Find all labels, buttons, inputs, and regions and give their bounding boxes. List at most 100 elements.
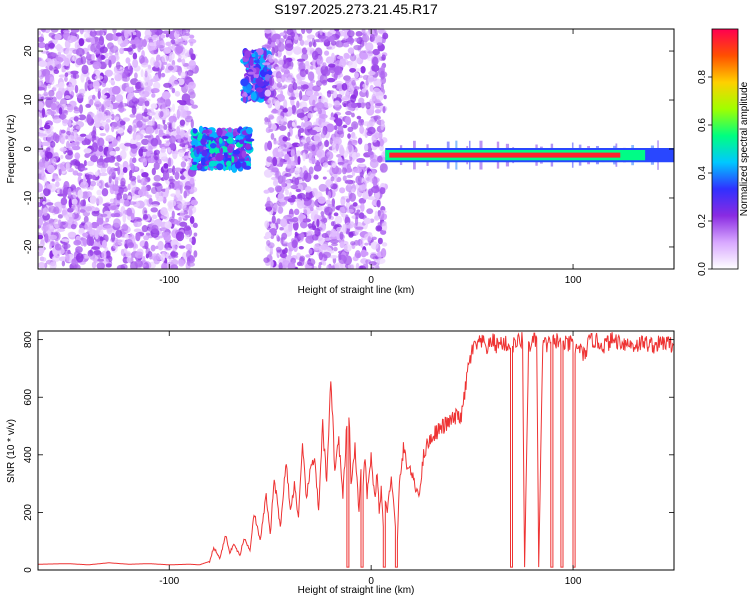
heatmap-cell [356,209,361,213]
heatmap-cell [331,162,337,169]
heatmap-cell [239,139,245,145]
heatmap-cell [302,152,306,162]
heatmap-cell [182,252,187,261]
heatmap-cell [150,88,160,94]
heatmap-cell [179,119,186,126]
heatmap-cell [38,30,42,36]
heatmap-cell [76,92,85,99]
heatmap-cell [381,242,388,247]
heatmap-cell [274,100,281,111]
heatmap-cell [83,148,92,154]
heatmap-cell [100,95,108,99]
heatmap-cell [105,156,113,163]
heatmap-cell [268,88,277,98]
heatmap-cell [170,264,179,269]
heatmap-cell [227,145,234,153]
heatmap-cell [65,253,70,263]
heatmap-cell [94,99,100,105]
heatmap-cell [100,167,107,174]
heatmap-cell [50,29,59,33]
heatmap-cell [332,84,338,89]
heatmap-cell [89,250,94,256]
heatmap-cell [275,52,279,57]
heatmap-cell [125,82,129,88]
heatmap-cell [90,43,97,53]
heatmap-cell [342,159,349,164]
heatmap-cell [124,142,132,147]
heatmap-cell [56,189,61,194]
heatmap-cell [381,222,388,231]
heatmap-cell [296,176,302,180]
heatmap-cell [91,246,100,250]
heatmap-cell [327,190,332,200]
heatmap-cell [298,246,304,250]
heatmap-cell [310,65,314,70]
heatmap-cell [324,206,333,216]
heatmap-cell [174,150,179,155]
heatmap-cell [153,150,157,156]
heatmap-cell [347,47,355,54]
heatmap-cell [299,255,306,262]
heatmap-cell [60,155,64,160]
heatmap-cell [133,124,137,134]
colorbar: 0.0 0.2 0.4 0.6 0.8 Normalized spectral ampl… [697,28,750,276]
heatmap-cell [360,65,366,74]
heatmap-cell [82,237,87,246]
heatmap-cell [370,186,380,194]
heatmap-cell [191,104,198,109]
heatmap-cell [163,247,173,251]
heatmap-cell [316,218,320,228]
spectrogram-y-tick-label: 10 [23,94,34,106]
heatmap-cell [105,135,115,142]
heatmap-cell [61,238,70,242]
heatmap-cell [85,134,93,139]
snr-y-tick-label: 0 [23,567,34,573]
heatmap-cell [80,199,86,207]
heatmap-cell [42,207,49,216]
heatmap-cell [179,108,187,118]
heatmap-cell [141,62,149,68]
heatmap-cell [41,141,51,146]
heatmap-cell [299,90,303,101]
heatmap-cell [255,77,263,84]
heatmap-cell [116,264,126,269]
heatmap-cell [169,216,175,223]
heatmap-cell [267,37,272,45]
heatmap-cell [129,65,133,74]
heatmap-cell [58,168,62,176]
heatmap-cell [124,233,129,239]
heatmap-cell [283,99,288,109]
heatmap-cell [115,199,120,204]
heatmap-cell [348,192,357,202]
heatmap-cell [70,29,80,33]
heatmap-cell [89,99,94,106]
heatmap-cell [81,191,90,199]
heatmap-cell [130,181,137,191]
heatmap-cell [169,182,175,189]
heatmap-cell [47,164,55,174]
heatmap-cell [120,177,126,187]
heatmap-cell [307,112,313,119]
heatmap-cell [89,29,97,37]
heatmap-cell [155,192,160,199]
heatmap-cell [378,210,385,220]
heatmap-cell [54,60,60,65]
snr-y-tick-label: 600 [23,388,34,405]
heatmap-cell [119,149,127,160]
heatmap-cell [128,175,137,182]
heatmap-cell [311,37,316,47]
heatmap-cell [339,58,347,68]
heatmap-cell [122,74,130,82]
heatmap-cell [115,32,123,37]
heatmap-cell [339,130,345,139]
heatmap-cell [113,212,121,218]
heatmap-cell [113,218,121,228]
heatmap-cell [321,233,329,239]
heatmap-cell [306,258,316,266]
heatmap-cell [263,189,270,194]
heatmap-cell [301,29,306,35]
heatmap-cell [84,152,90,159]
heatmap-cell [305,235,314,244]
heatmap-cell [141,171,149,178]
heatmap-cell [99,132,107,137]
